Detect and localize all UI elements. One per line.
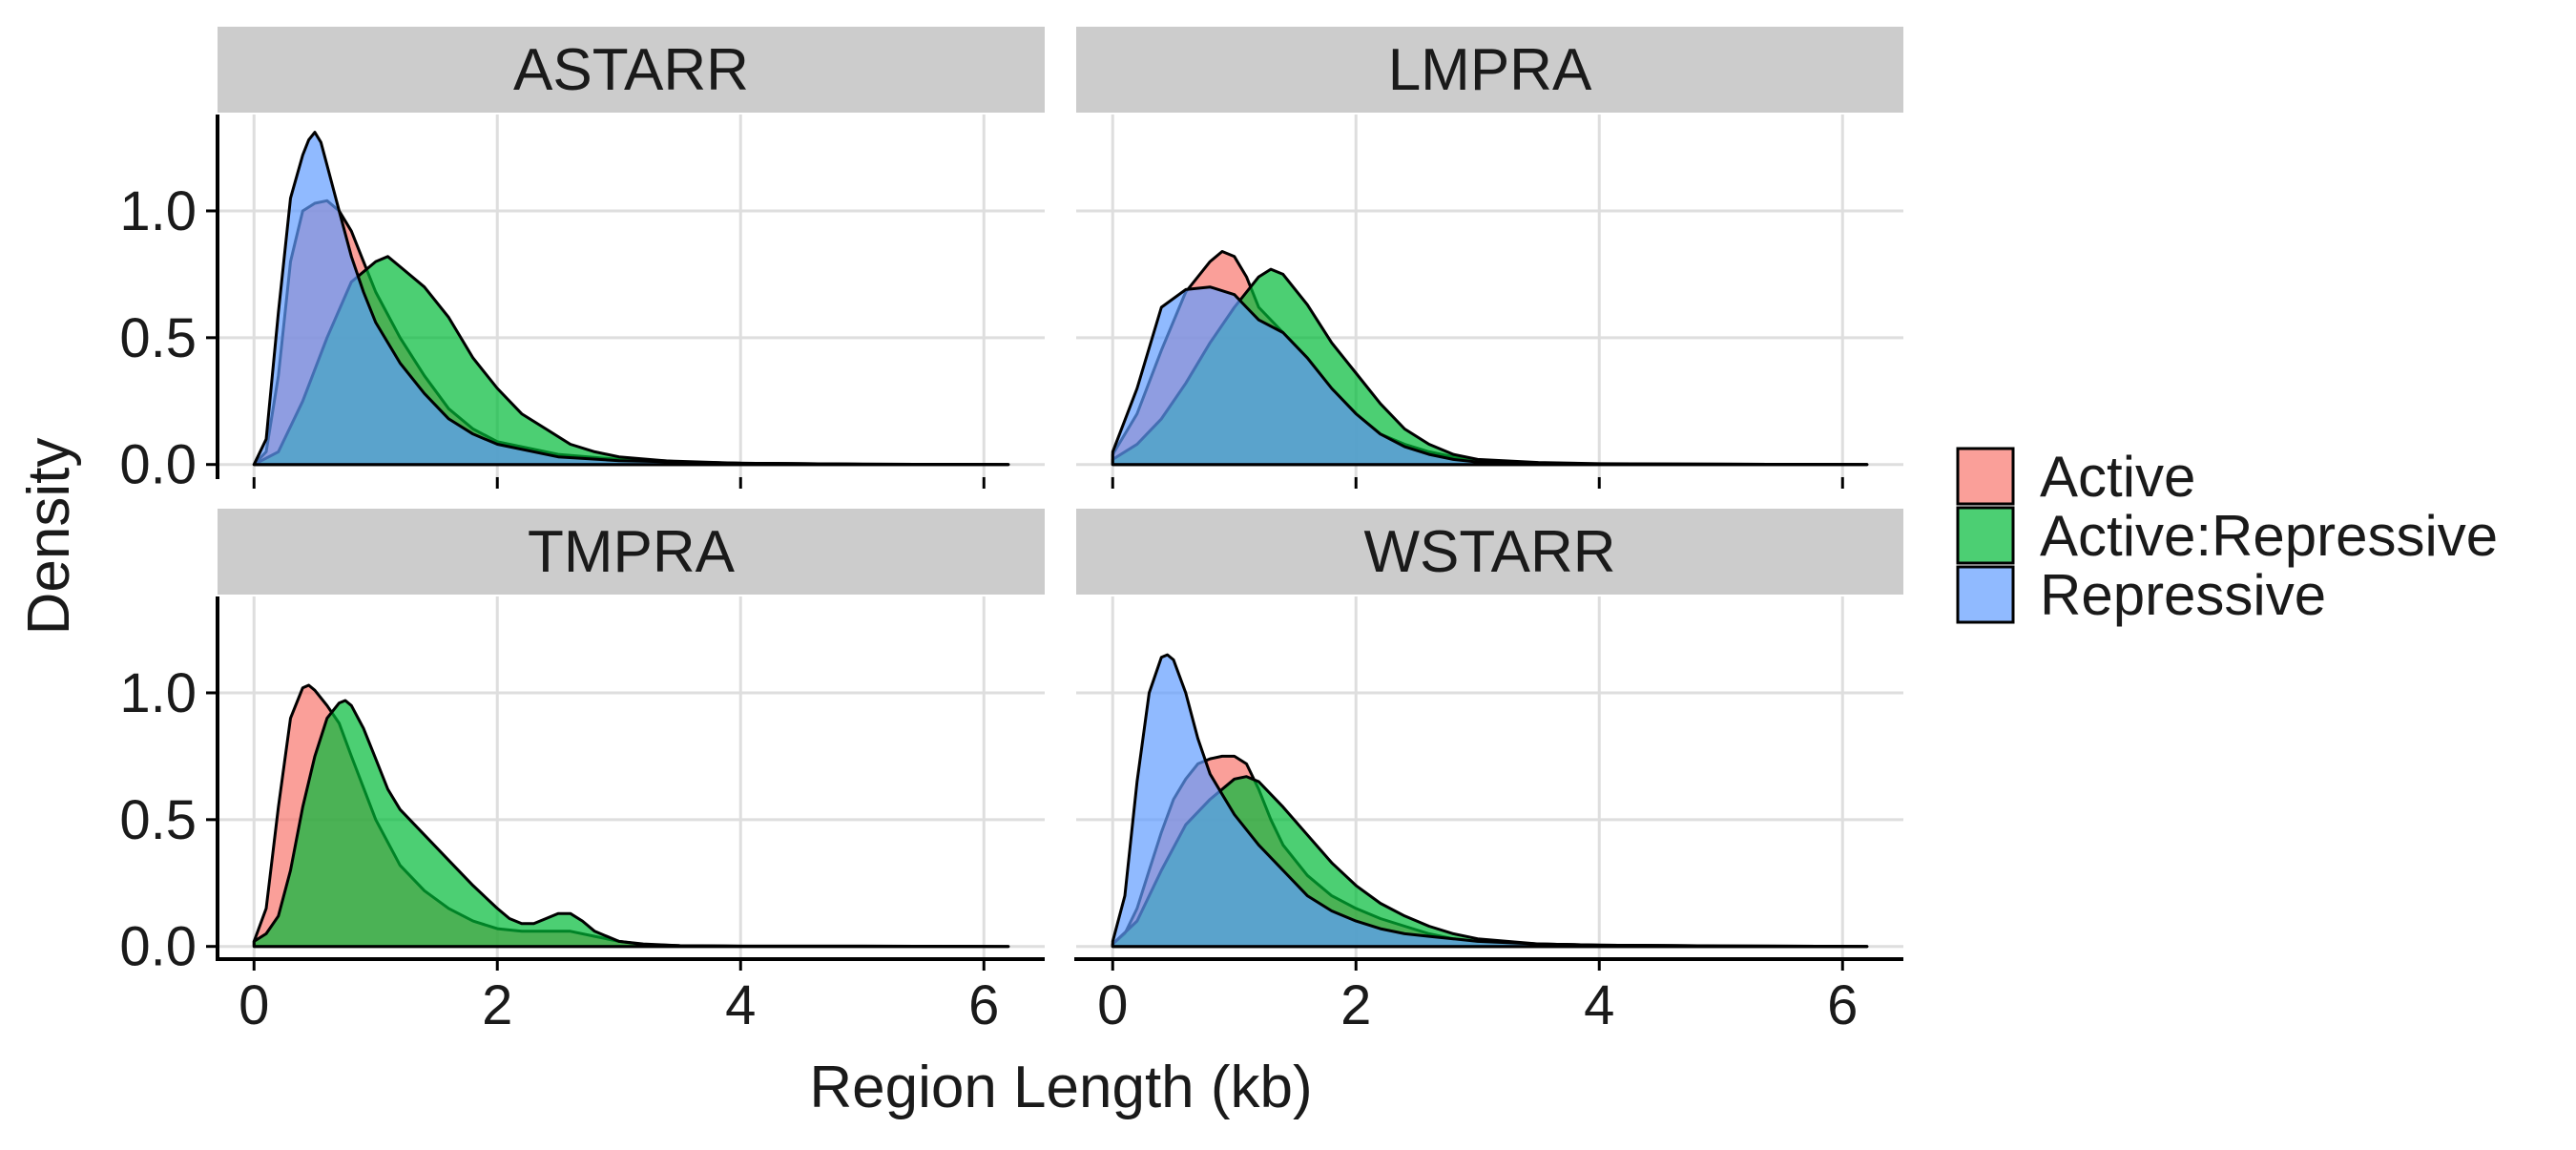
density-astarr-repressive — [252, 131, 1010, 467]
legend-label-repressive: Repressive — [2040, 563, 2326, 627]
facet-strip-wstarr — [1076, 509, 1903, 595]
y-tick-label-astarr: 0.5 — [119, 307, 197, 369]
x-tick-label-tmpra: 2 — [482, 974, 512, 1036]
facet-title-astarr: ASTARR — [513, 37, 749, 103]
y-tick-label-astarr: 1.0 — [119, 180, 197, 242]
y-tick-label-tmpra: 1.0 — [119, 662, 197, 724]
facet-strip-astarr — [218, 27, 1045, 113]
x-tick-label-wstarr: 6 — [1827, 974, 1858, 1036]
facet-title-lmpra: LMPRA — [1388, 37, 1592, 103]
facet-title-tmpra: TMPRA — [528, 519, 736, 585]
legend-key-repressive — [1956, 565, 2015, 624]
facet-title-wstarr: WSTARR — [1363, 519, 1615, 585]
x-tick-label-tmpra: 6 — [968, 974, 999, 1036]
facet-strip-tmpra — [218, 509, 1045, 595]
y-tick-label-astarr: 0.0 — [119, 434, 197, 496]
legend-key-active-repressive — [1956, 506, 2015, 565]
x-tick-label-wstarr: 0 — [1097, 974, 1128, 1036]
x-tick-label-wstarr: 2 — [1340, 974, 1371, 1036]
x-tick-label-wstarr: 4 — [1584, 974, 1614, 1036]
facet-strip-lmpra — [1076, 27, 1903, 113]
x-tick-label-tmpra: 0 — [239, 974, 269, 1036]
legend-label-active: Active — [2040, 445, 2195, 509]
density-lmpra-repressive — [1111, 285, 1869, 467]
density-tmpra-active-repressive — [252, 699, 1010, 949]
legend-key-active — [1956, 447, 2015, 506]
x-tick-label-tmpra: 4 — [725, 974, 756, 1036]
legend-label-active-repressive: Active:Repressive — [2040, 504, 2498, 568]
y-tick-label-tmpra: 0.5 — [119, 789, 197, 851]
y-axis-title: Density — [16, 438, 82, 636]
y-tick-label-tmpra: 0.0 — [119, 916, 197, 978]
density-wstarr-repressive — [1111, 653, 1869, 949]
x-axis-title: Region Length (kb) — [809, 1055, 1312, 1120]
